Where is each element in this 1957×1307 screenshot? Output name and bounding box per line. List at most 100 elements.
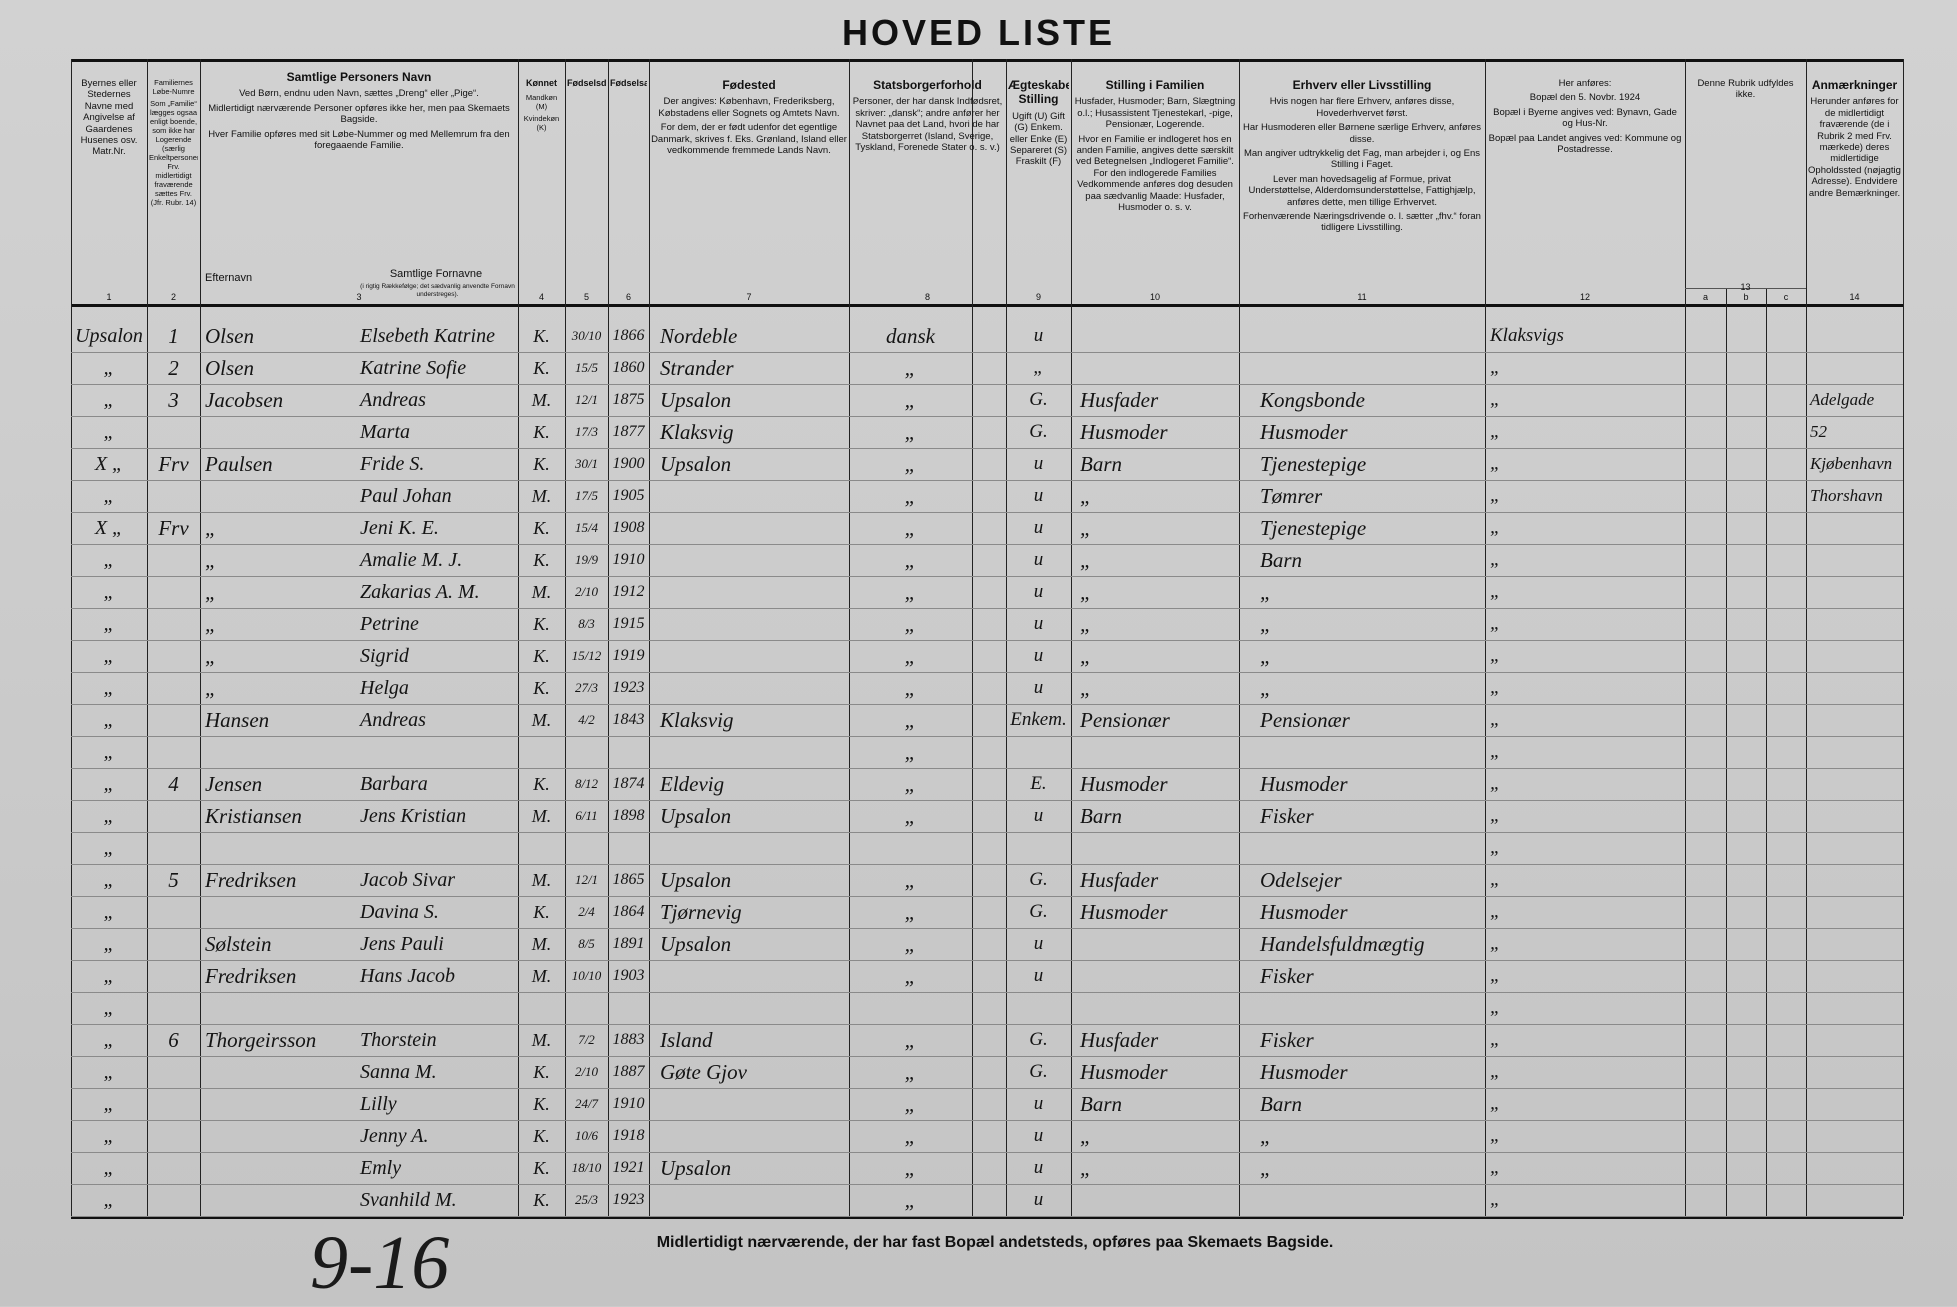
entry-surname: Kristiansen bbox=[205, 804, 302, 828]
entry-firstnames: Barbara bbox=[360, 773, 428, 795]
entry-place: „ bbox=[103, 645, 115, 667]
entry-place: „ bbox=[103, 485, 115, 507]
entry-marital: u bbox=[1033, 517, 1044, 538]
entry-citizenship: „ bbox=[904, 676, 917, 700]
column-number: 13 bbox=[1740, 282, 1751, 292]
entry-day: 12/1 bbox=[574, 392, 599, 407]
entry-firstnames: Jens Kristian bbox=[360, 805, 467, 827]
column-note: Forhenværende Næringsdrivende o. l. sætt… bbox=[1243, 210, 1481, 234]
column-header: Her anføres: Bopæl den 5. Novbr. 1924 Bopæ… bbox=[1487, 78, 1683, 283]
entry-day: 4/2 bbox=[578, 712, 595, 727]
entry-firstnames: Svanhild M. bbox=[360, 1189, 457, 1211]
entry-year: 1891 bbox=[612, 935, 645, 952]
entry-firstnames: Fride S. bbox=[360, 453, 425, 475]
entry-residence: „ bbox=[1490, 613, 1501, 634]
column-number: 5 bbox=[583, 292, 589, 302]
row-rule bbox=[71, 1152, 1903, 1153]
column-note: Som „Familie“ lægges ogsaa enligt boende… bbox=[149, 99, 198, 207]
entry-surname: Jensen bbox=[205, 772, 263, 796]
entry-occupation: Odelsejer bbox=[1260, 868, 1342, 892]
entry-citizenship: „ bbox=[904, 516, 917, 540]
entry-position: „ bbox=[1080, 612, 1092, 636]
entry-position: Husfader bbox=[1080, 388, 1159, 412]
entry-residence: „ bbox=[1490, 1029, 1501, 1050]
row-rule bbox=[71, 1056, 1903, 1057]
entry-citizenship: „ bbox=[904, 1060, 917, 1084]
entry-birthplace: Upsalon bbox=[660, 932, 732, 956]
column-header: Fødselsaar bbox=[610, 78, 647, 283]
entry-birthplace: Tjørnevig bbox=[660, 900, 742, 924]
column-subheader: Samtlige Fornavne bbox=[389, 268, 483, 280]
entry-surname: „ bbox=[205, 612, 217, 636]
subcolumn-rule bbox=[1726, 288, 1727, 1216]
entry-marital: u bbox=[1033, 325, 1044, 346]
entry-year: 1843 bbox=[612, 711, 645, 728]
entry-marital: „ bbox=[1033, 357, 1044, 378]
row-rule bbox=[71, 1216, 1903, 1217]
entry-surname: Fredriksen bbox=[205, 964, 297, 988]
column-note: Her anføres: bbox=[1558, 78, 1612, 89]
entry-position: Husfader bbox=[1080, 1028, 1159, 1052]
column-number: 9 bbox=[1035, 292, 1041, 302]
entry-citizenship: „ bbox=[904, 452, 917, 476]
entry-place: „ bbox=[103, 773, 115, 795]
entry-marital: G. bbox=[1029, 389, 1048, 410]
entry-place: „ bbox=[103, 997, 115, 1019]
entry-place: „ bbox=[103, 869, 115, 891]
column-note: Hvor en Familie er indlogeret hos en and… bbox=[1076, 133, 1234, 213]
entry-day: 17/3 bbox=[574, 424, 599, 439]
entry-citizenship: „ bbox=[904, 420, 917, 444]
entry-sex: K. bbox=[533, 678, 550, 698]
entry-sex: K. bbox=[533, 614, 550, 634]
entry-remark: Kjøbenhavn bbox=[1810, 454, 1893, 473]
entry-place: „ bbox=[103, 1157, 115, 1179]
entry-residence: „ bbox=[1490, 805, 1501, 826]
entry-day: 10/10 bbox=[571, 968, 602, 983]
entry-surname: „ bbox=[205, 676, 217, 700]
entry-place: „ bbox=[103, 1125, 115, 1147]
entry-year: 1910 bbox=[612, 1095, 645, 1112]
entry-sex: K. bbox=[533, 518, 550, 538]
column-header: Familiernes Løbe-Numre Som „Familie“ lægg… bbox=[149, 78, 198, 283]
column-rule bbox=[71, 59, 72, 1216]
entry-firstnames: Davina S. bbox=[360, 901, 439, 923]
column-title: Stilling i Familien bbox=[1105, 78, 1205, 92]
column-number: 7 bbox=[746, 292, 752, 302]
footer-note: Midlertidigt nærværende, der har fast Bo… bbox=[656, 1234, 1334, 1251]
entry-surname: Thorgeirsson bbox=[205, 1028, 317, 1052]
entry-residence: „ bbox=[1490, 773, 1501, 794]
entry-birthplace: Klaksvig bbox=[660, 420, 734, 444]
entry-occupation: Husmoder bbox=[1260, 420, 1348, 444]
entry-marital: Enkem. bbox=[1010, 709, 1067, 730]
entry-year: 1908 bbox=[612, 519, 645, 536]
entry-firstnames: Jeni K. E. bbox=[360, 517, 439, 539]
entry-position: Pensionær bbox=[1080, 708, 1170, 732]
row-rule bbox=[71, 1088, 1903, 1089]
entry-sex: M. bbox=[531, 870, 552, 890]
column-note: Har Husmoderen eller Børnene særlige Erh… bbox=[1243, 122, 1481, 145]
column-title: Erhverv eller Livsstilling bbox=[1292, 78, 1432, 92]
column-note: Hver Familie opføres med sit Løbe-Nummer… bbox=[208, 128, 510, 151]
entry-position: „ bbox=[1080, 1156, 1092, 1180]
column-number: 8 bbox=[924, 292, 930, 302]
entry-birthplace: Island bbox=[660, 1028, 713, 1052]
entry-year: 1915 bbox=[612, 615, 645, 632]
column-header: Statsborgerforhold Personer, der har dans… bbox=[851, 78, 1004, 283]
entry-firstnames: Jacob Sivar bbox=[360, 869, 455, 891]
entry-occupation: Fisker bbox=[1260, 1028, 1314, 1052]
entry-year: 1860 bbox=[612, 359, 645, 376]
entry-citizenship: „ bbox=[904, 804, 917, 828]
column-header: Erhverv eller Livsstilling Hvis nogen har… bbox=[1241, 78, 1483, 283]
column-number: 12 bbox=[1579, 292, 1590, 302]
entry-firstnames: Jenny A. bbox=[360, 1125, 429, 1147]
entry-birthplace: Gøte Gjov bbox=[660, 1060, 747, 1084]
entry-day: 12/1 bbox=[574, 872, 599, 887]
entry-sex: K. bbox=[533, 774, 550, 794]
entry-residence: „ bbox=[1490, 677, 1501, 698]
entry-firstnames: Emly bbox=[360, 1157, 402, 1179]
entry-position: Husmoder bbox=[1080, 420, 1168, 444]
column-number: 4 bbox=[538, 292, 544, 302]
entry-year: 1923 bbox=[612, 1191, 645, 1208]
entry-place: „ bbox=[103, 421, 115, 443]
entry-marital: u bbox=[1033, 549, 1044, 570]
